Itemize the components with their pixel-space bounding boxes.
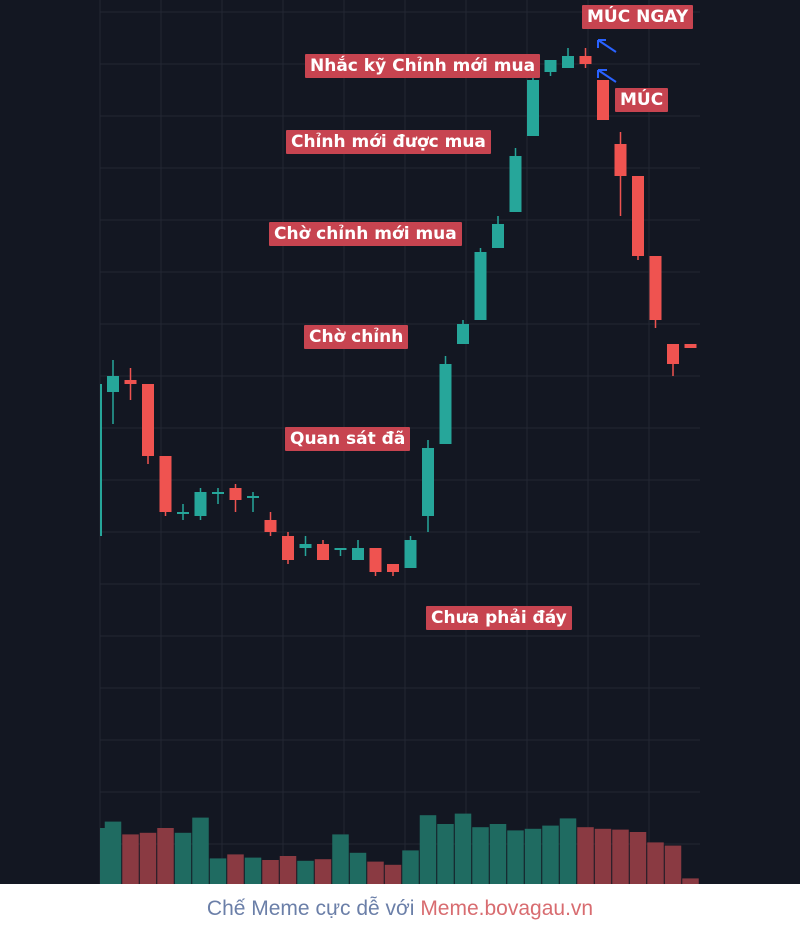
candle-down — [229, 488, 242, 500]
annotation-nhac-ky-chinh-moi-mua: Nhắc kỹ Chỉnh mới mua — [305, 54, 541, 78]
volume-bar — [647, 842, 664, 884]
volume-bar — [244, 857, 262, 884]
volume-bar — [139, 832, 157, 884]
volume-bar — [594, 828, 612, 884]
volume-bar — [332, 834, 349, 884]
candle-down — [684, 344, 697, 348]
candle-down — [369, 548, 382, 572]
candle-up — [247, 496, 259, 498]
candle-down — [159, 456, 172, 512]
candle-up — [527, 80, 539, 136]
candle-down — [632, 176, 644, 256]
annotation-cho-chinh-moi-mua: Chờ chỉnh mới mua — [269, 222, 462, 246]
annotation-quan-sat-da: Quan sát đã — [285, 427, 411, 451]
volume-bar — [612, 829, 629, 884]
arrow-icon — [597, 69, 617, 83]
volume-bar — [664, 845, 682, 884]
candle-up — [334, 548, 347, 550]
candle-up — [422, 448, 434, 516]
candle-up — [352, 548, 364, 560]
annotation-chua-phai-day: Chưa phải đáy — [426, 606, 572, 630]
candle-up — [194, 492, 207, 516]
candle-down — [579, 56, 592, 64]
footer-text: Chế Meme cực dễ với — [206, 897, 415, 920]
footer-site-link[interactable]: Meme.bovagau.vn — [420, 897, 594, 920]
annotation-muc: MÚC — [615, 88, 669, 112]
candle-up — [439, 364, 452, 444]
candle-down — [667, 344, 679, 364]
volume-bar — [100, 828, 105, 884]
volume-bar — [157, 828, 174, 884]
candle-up — [492, 224, 504, 248]
candle-down — [597, 80, 609, 120]
candle-down — [387, 564, 399, 572]
volume-bar — [279, 856, 297, 884]
candle-down — [264, 520, 277, 532]
candle-up — [212, 492, 224, 494]
volume-bar — [577, 827, 594, 884]
annotation-cho-chinh: Chờ chỉnh — [304, 325, 409, 349]
annotation-muc-ngay: MÚC NGAY — [582, 5, 694, 29]
candle-up — [509, 156, 522, 212]
volume-bar — [489, 824, 507, 884]
volume-bar — [472, 827, 489, 884]
volume-bar — [192, 817, 209, 884]
volume-bar — [437, 824, 454, 884]
candle-up — [457, 324, 469, 344]
volume-bar — [209, 858, 227, 884]
volume-bar — [104, 821, 122, 884]
volume-bar — [419, 815, 437, 884]
volume-bar — [629, 832, 647, 884]
candlestick-chart: MÚC NGAY Nhắc kỹ Chỉnh mới mua MÚC Chỉnh… — [0, 0, 800, 884]
candle-down — [142, 384, 154, 456]
volume-bar — [122, 834, 139, 884]
candle-down — [317, 544, 329, 560]
candle-down — [282, 536, 294, 560]
candle-up — [544, 60, 557, 72]
annotation-chinh-moi-duoc-mua: Chỉnh mới được mua — [286, 130, 491, 154]
volume-bar — [349, 852, 367, 884]
footer-credit: Chế Meme cực dễ với Meme.bovagau.vn — [0, 884, 800, 930]
candle-up — [404, 540, 417, 568]
volume-bar — [402, 850, 419, 884]
candle-up — [299, 544, 312, 548]
volume-bar — [507, 830, 524, 884]
arrow-icon — [597, 39, 617, 53]
candle-up — [474, 252, 487, 320]
volume-bar — [227, 854, 244, 884]
volume-bar — [454, 813, 472, 884]
volume-bar — [367, 861, 384, 884]
candle-down — [649, 256, 662, 320]
candle-down — [124, 380, 137, 384]
candle-up — [562, 56, 574, 68]
volume-bar — [542, 825, 559, 884]
volume-bar — [174, 832, 192, 884]
volume-bar — [524, 828, 542, 884]
candle-up — [107, 376, 119, 392]
volume-bar — [262, 860, 279, 884]
candle-up — [177, 512, 189, 514]
volume-bar — [384, 864, 402, 884]
candle-down — [614, 144, 627, 176]
volume-bar — [314, 859, 332, 884]
volume-bar — [682, 878, 699, 884]
volume-bar — [297, 860, 314, 884]
volume-bar — [559, 818, 577, 884]
